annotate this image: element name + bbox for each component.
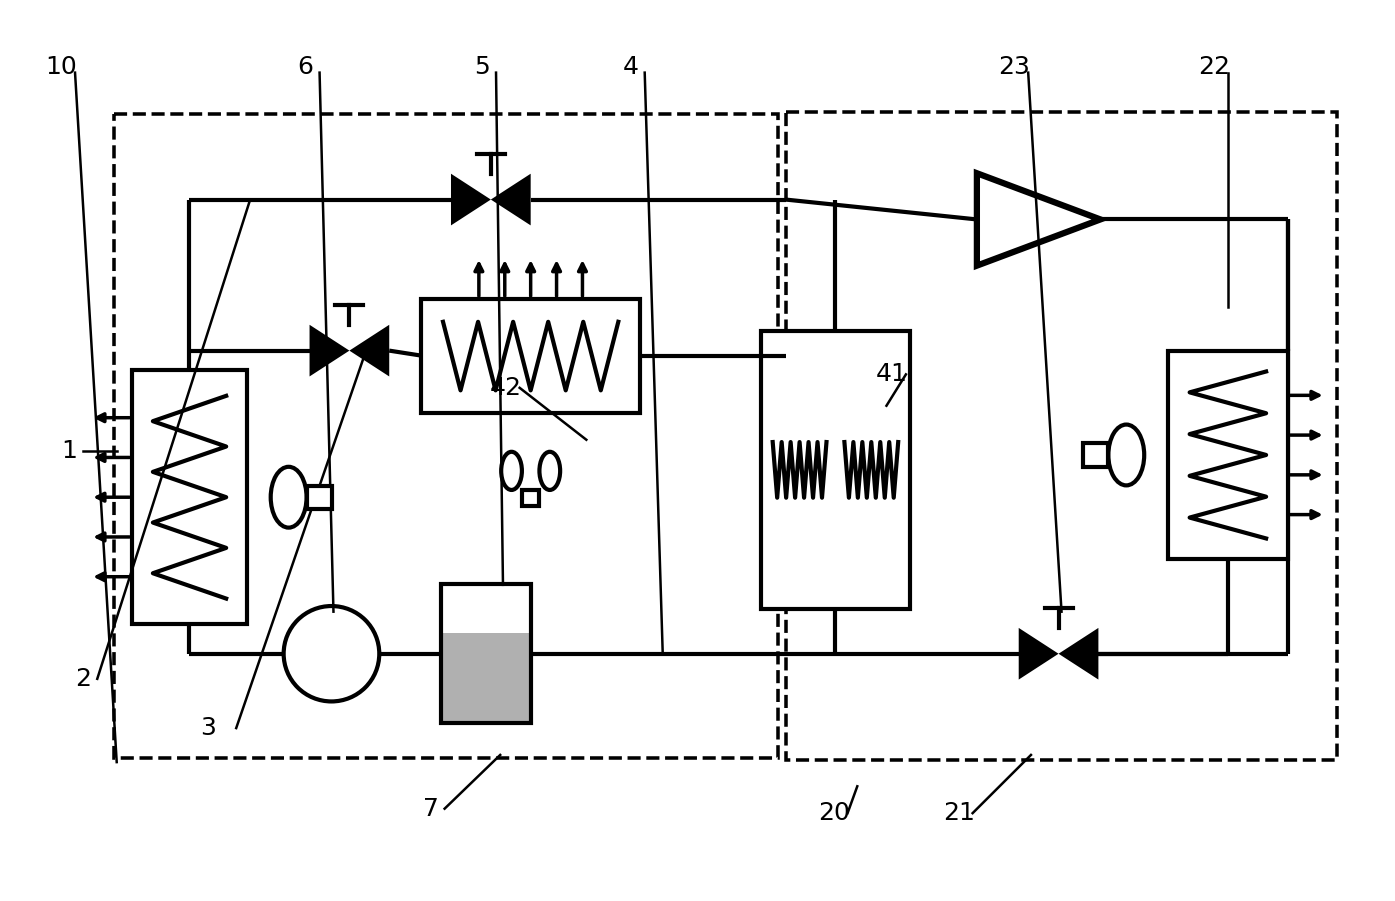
- Polygon shape: [349, 324, 389, 377]
- Bar: [307, 486, 332, 509]
- Text: 41: 41: [876, 362, 908, 387]
- Bar: [522, 490, 540, 505]
- Polygon shape: [451, 174, 491, 225]
- Text: 2: 2: [75, 667, 91, 691]
- Text: 1: 1: [61, 439, 77, 462]
- Bar: [421, 299, 640, 414]
- Text: 10: 10: [45, 55, 77, 79]
- Text: 23: 23: [999, 55, 1031, 79]
- Text: 22: 22: [1198, 55, 1230, 79]
- Text: 4: 4: [622, 55, 639, 79]
- Text: 7: 7: [423, 796, 438, 821]
- Bar: [114, 114, 777, 758]
- Polygon shape: [310, 324, 349, 377]
- Ellipse shape: [271, 467, 307, 528]
- Bar: [1084, 443, 1109, 467]
- Ellipse shape: [501, 451, 522, 490]
- Polygon shape: [491, 174, 530, 225]
- Bar: [441, 584, 530, 724]
- Polygon shape: [1018, 628, 1059, 679]
- Bar: [133, 370, 247, 623]
- Text: 42: 42: [490, 376, 522, 400]
- Polygon shape: [1059, 628, 1098, 679]
- Bar: [441, 633, 530, 724]
- Text: 21: 21: [943, 801, 975, 825]
- Bar: [1168, 350, 1288, 560]
- Bar: [785, 112, 1338, 760]
- Ellipse shape: [540, 451, 561, 490]
- Text: 20: 20: [817, 801, 850, 825]
- Ellipse shape: [1109, 424, 1144, 486]
- Text: 5: 5: [474, 55, 490, 79]
- Text: 6: 6: [297, 55, 314, 79]
- Bar: [760, 331, 910, 609]
- Bar: [441, 584, 530, 724]
- Text: 3: 3: [201, 716, 216, 740]
